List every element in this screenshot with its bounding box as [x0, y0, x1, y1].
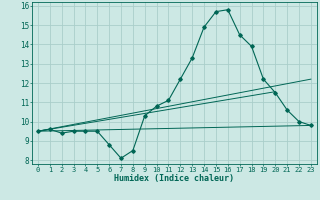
X-axis label: Humidex (Indice chaleur): Humidex (Indice chaleur) [115, 174, 234, 183]
